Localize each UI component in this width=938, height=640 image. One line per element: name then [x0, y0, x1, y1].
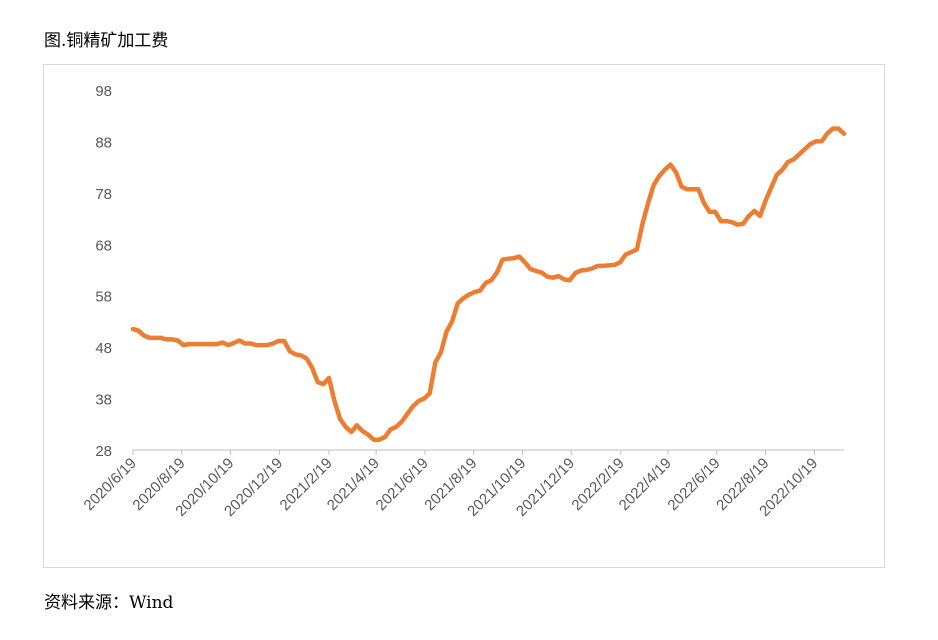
y-tick-label: 78 — [95, 186, 112, 203]
x-axis: 2020/6/192020/8/192020/10/192020/12/1920… — [81, 449, 844, 520]
y-tick-label: 48 — [95, 340, 112, 357]
y-axis: 28 38 48 58 68 78 88 98 — [95, 83, 112, 460]
y-tick-label: 28 — [95, 443, 112, 460]
figure-title: 图.铜精矿加工费 — [44, 31, 169, 51]
y-tick-label: 88 — [95, 134, 112, 151]
chart-area: 28 38 48 58 68 78 88 98 2020/6/19 2020/8/19 2020/… — [43, 64, 885, 568]
x-tick-label: 2021/6/19 — [373, 455, 432, 514]
y-tick-label: 38 — [95, 392, 112, 409]
x-tick-label: 2020/6/19 — [81, 455, 140, 514]
series-group — [130, 126, 847, 442]
x-tick-label: 2022/6/19 — [664, 455, 723, 514]
line-chart: 28 38 48 58 68 78 88 98 2020/6/192020/8/192020/… — [81, 83, 847, 520]
y-tick-label: 58 — [95, 289, 112, 306]
series-line — [130, 126, 847, 442]
y-tick-label: 68 — [95, 237, 112, 254]
y-tick-label: 98 — [95, 83, 112, 100]
source-note: 资料来源：Wind — [44, 593, 174, 613]
